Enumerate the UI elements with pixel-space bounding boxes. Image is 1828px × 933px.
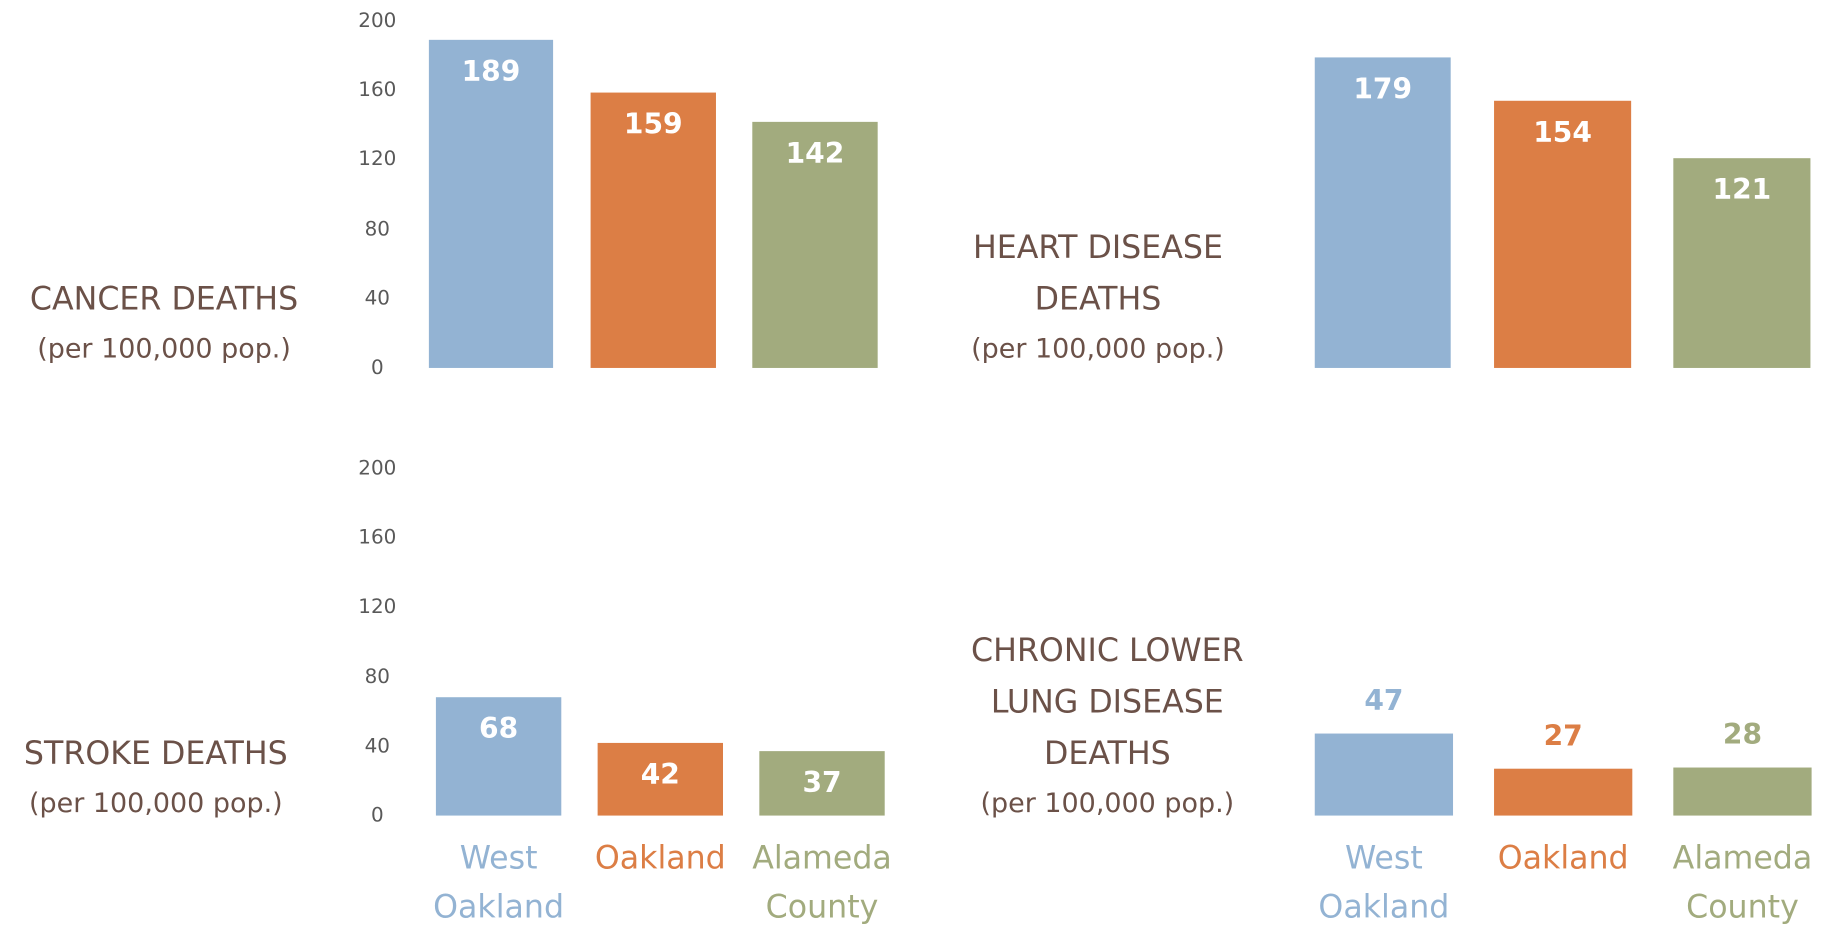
chart-subtitle: (per 100,000 pop.) [971, 333, 1225, 365]
x-tick-label: Alameda County [752, 840, 892, 926]
title-block: CHRONIC LOWER LUNG DISEASE DEATHS (per 10… [937, 626, 1277, 828]
bar [752, 121, 878, 368]
bar [1494, 768, 1633, 816]
data-label: 189 [461, 55, 521, 89]
data-label: 28 [1722, 717, 1763, 751]
y-tick-label: 200 [358, 457, 397, 481]
y-tick-label: 160 [358, 78, 397, 103]
bar [1673, 766, 1812, 816]
chart-subtitle: (per 100,000 pop.) [980, 788, 1235, 820]
data-label: 27 [1543, 719, 1583, 753]
x-tick-label: West Oakland [433, 840, 565, 926]
data-label: 159 [623, 107, 683, 141]
y-tick-label: 120 [358, 148, 397, 172]
bar [1314, 57, 1451, 368]
bar [1673, 158, 1811, 368]
title-block: CANCER DEATHS (per 100,000 pop.) [0, 274, 328, 372]
chart-subtitle: (per 100,000 pop.) [37, 333, 291, 365]
data-label: 179 [1353, 72, 1413, 106]
x-tick-label: Oakland [1497, 840, 1629, 877]
data-label: 47 [1364, 684, 1404, 718]
y-tick-label: 200 [358, 9, 397, 33]
data-label: 154 [1533, 116, 1592, 149]
y-tick-label: 0 [370, 356, 384, 380]
x-tick-label: Alameda County [1672, 840, 1813, 926]
y-tick-label: 80 [364, 665, 390, 689]
data-label: 68 [479, 712, 519, 746]
y-tick-label: 40 [364, 734, 390, 758]
bar [590, 92, 716, 368]
chart-title: STROKE DEATHS [23, 735, 288, 773]
chart-title: HEART DISEASE DEATHS [972, 229, 1223, 318]
bar [1314, 734, 1454, 816]
data-label: 42 [640, 757, 680, 791]
chart-title: CANCER DEATHS [29, 281, 299, 318]
bar [597, 742, 724, 816]
bar [428, 40, 554, 368]
data-label: 142 [785, 136, 845, 170]
title-block: STROKE DEATHS (per 100,000 pop.) [0, 729, 314, 827]
y-tick-label: 0 [370, 803, 384, 828]
data-label: 121 [1712, 173, 1772, 207]
bar [435, 697, 562, 816]
bar [759, 751, 885, 816]
y-tick-label: 40 [364, 286, 390, 311]
chart-title: CHRONIC LOWER LUNG DISEASE DEATHS [971, 632, 1244, 773]
y-tick-label: 160 [358, 526, 397, 550]
x-tick-label: West Oakland [1318, 840, 1450, 926]
bar [1494, 100, 1632, 368]
y-tick-label: 120 [358, 595, 397, 620]
x-tick-label: Oakland [594, 840, 726, 877]
chart-subtitle: (per 100,000 pop.) [29, 788, 283, 820]
title-block: HEART DISEASE DEATHS (per 100,000 pop.) [928, 223, 1268, 373]
y-tick-label: 80 [364, 217, 390, 241]
data-label: 37 [802, 766, 842, 800]
